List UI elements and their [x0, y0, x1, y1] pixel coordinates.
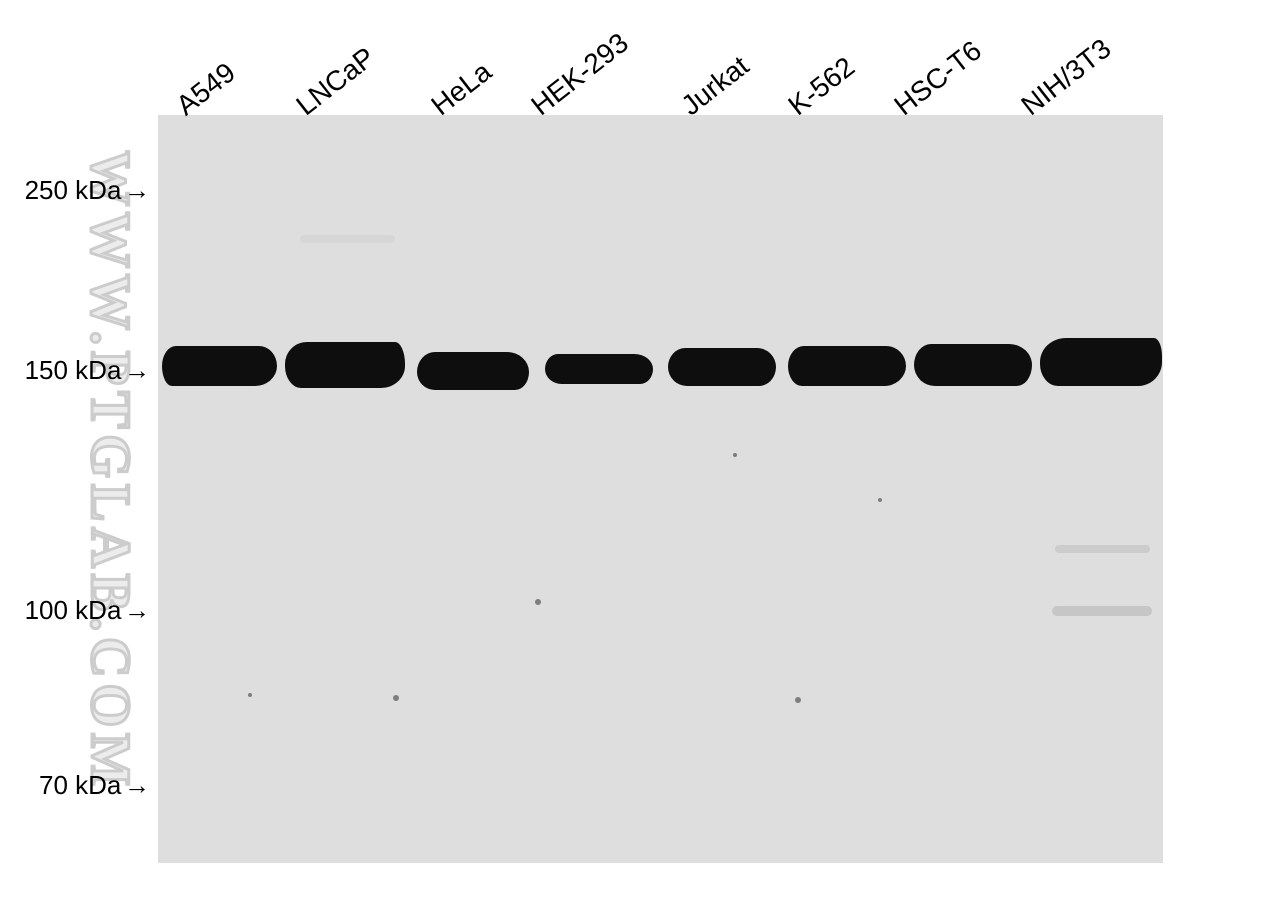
mw-label: 70 kDa→ [0, 770, 150, 801]
blot-band [285, 342, 405, 388]
lane-label: LNCaP [290, 41, 381, 122]
mw-label: 250 kDa→ [0, 175, 150, 206]
blot-band [788, 346, 906, 386]
lane-label: A549 [170, 57, 241, 122]
lane-label: HeLa [425, 56, 497, 122]
arrow-right-icon: → [124, 175, 150, 206]
speck [733, 453, 737, 457]
speck [248, 693, 252, 697]
speck [795, 697, 801, 703]
faint-band [1055, 545, 1150, 553]
blot-band [914, 344, 1032, 386]
blot-band [1040, 338, 1162, 386]
mw-label-text: 150 kDa [25, 355, 122, 385]
watermark-text: WWW.PTGLAB.COM [82, 150, 138, 792]
lane-label: NIH/3T3 [1015, 33, 1117, 122]
faint-band-upper [300, 235, 395, 243]
watermark: WWW.PTGLAB.COM [82, 150, 152, 855]
speck [878, 498, 882, 502]
arrow-right-icon: → [124, 595, 150, 626]
mw-label-text: 70 kDa [39, 770, 121, 800]
speck [535, 599, 541, 605]
arrow-right-icon: → [124, 355, 150, 386]
lane-label: Jurkat [675, 50, 755, 122]
blot-band [162, 346, 277, 386]
blot-band [417, 352, 529, 390]
mw-label: 100 kDa→ [0, 595, 150, 626]
mw-label-text: 250 kDa [25, 175, 122, 205]
blot-band [545, 354, 653, 384]
arrow-right-icon: → [124, 770, 150, 801]
lane-label: K-562 [782, 51, 861, 122]
lane-label: HSC-T6 [888, 35, 987, 122]
lane-label: HEK-293 [525, 27, 634, 122]
speck [393, 695, 399, 701]
faint-band [1052, 606, 1152, 616]
mw-label-text: 100 kDa [25, 595, 122, 625]
blot-band [668, 348, 776, 386]
blot-membrane [158, 115, 1163, 863]
mw-label: 150 kDa→ [0, 355, 150, 386]
western-blot-figure: WWW.PTGLAB.COM A549 LNCaP HeLa HEK-293 J… [0, 0, 1280, 900]
